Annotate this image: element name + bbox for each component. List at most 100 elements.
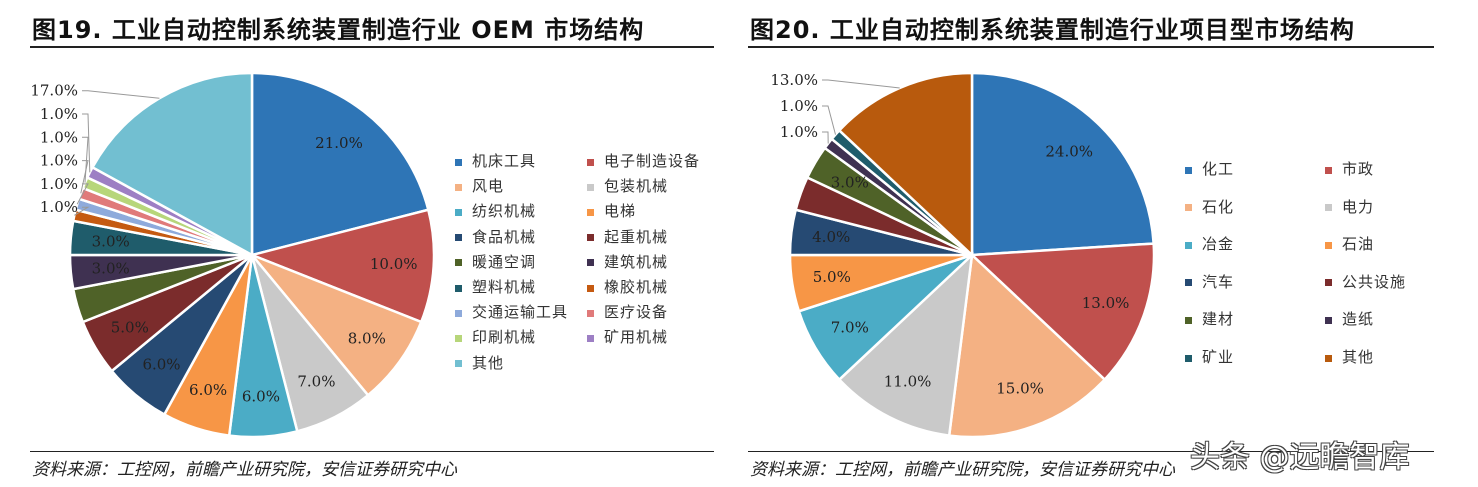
- legend-swatch: [587, 234, 594, 242]
- pie-slice: [251, 253, 423, 397]
- leader-line: [822, 105, 836, 135]
- data-label: 1.0%: [40, 152, 78, 170]
- legend-swatch: [1185, 354, 1192, 362]
- legend-swatch: [587, 183, 594, 191]
- legend-label: 机床工具: [472, 152, 537, 170]
- legend-swatch: [1325, 166, 1332, 174]
- data-label: 6.0%: [242, 388, 280, 406]
- legend-swatch: [455, 183, 462, 191]
- legend-entry: 石化: [1185, 196, 1234, 217]
- legend-label: 建材: [1202, 310, 1235, 329]
- leader-line: [74, 206, 90, 216]
- legend-label: 市政: [1342, 160, 1375, 178]
- legend-label: 石油: [1342, 235, 1375, 254]
- legend-entry: 电力: [1325, 196, 1374, 217]
- leader-line: [82, 113, 91, 173]
- legend-entry: 市政: [1325, 158, 1374, 179]
- legend-label: 矿业: [1202, 348, 1235, 366]
- legend-swatch: [587, 208, 594, 216]
- legend-entry: 建材: [1185, 308, 1234, 329]
- legend-swatch: [455, 259, 462, 267]
- legend-entry: 交通运输工具: [455, 301, 568, 322]
- legend-entry: 石油: [1325, 233, 1374, 254]
- legend-entry: 建筑机械: [587, 251, 668, 272]
- legend-entry: 汽车: [1185, 271, 1234, 292]
- legend-entry: 其他: [455, 352, 504, 373]
- legend-label: 风电: [472, 177, 505, 196]
- data-label: 1.0%: [40, 198, 78, 216]
- legend-label: 印刷机械: [472, 328, 537, 347]
- data-label: 1.0%: [40, 105, 78, 123]
- leader-line: [822, 131, 829, 144]
- legend-swatch: [1185, 166, 1192, 174]
- data-label: 7.0%: [297, 373, 335, 391]
- legend-swatch: [1185, 241, 1192, 249]
- legend-swatch: [1325, 204, 1332, 212]
- data-label: 11.0%: [884, 373, 932, 391]
- source-rule: [30, 451, 714, 452]
- legend-swatch: [455, 284, 462, 292]
- pie-slice: [247, 208, 436, 324]
- data-label: 13.0%: [1082, 294, 1130, 312]
- legend-label: 矿用机械: [604, 328, 669, 347]
- watermark-text: 头条 @远瞻智库: [1190, 440, 1410, 475]
- legend-swatch: [1325, 354, 1332, 362]
- legend-entry: 化工: [1185, 158, 1234, 179]
- legend-entry: 印刷机械: [455, 326, 536, 347]
- legend-label: 化工: [1202, 160, 1235, 178]
- data-label: 1.0%: [780, 123, 818, 141]
- data-label: 1.0%: [40, 175, 78, 193]
- data-label: 24.0%: [1045, 143, 1093, 161]
- legend-label: 造纸: [1342, 310, 1375, 329]
- legend-label: 建筑机械: [604, 252, 669, 271]
- data-label: 10.0%: [370, 255, 418, 273]
- pie-chart-project: 24.0% 13.0% 15.0% 11.0% 7.0% 5.0% 4.0% 3.0% 1.0%…: [770, 71, 1156, 439]
- legend-entry: 食品机械: [455, 226, 536, 247]
- legend-swatch: [455, 208, 462, 216]
- title-rule: [748, 46, 1434, 48]
- legend-label: 暖通空调: [472, 252, 537, 271]
- legend-entry: 电子制造设备: [587, 150, 700, 171]
- legend-entry: 公共设施: [1325, 271, 1406, 292]
- legend-entry: 电梯: [587, 200, 636, 221]
- legend-label: 其他: [1342, 348, 1375, 366]
- legend-label: 电力: [1342, 197, 1375, 216]
- legend-entry: 矿业: [1185, 346, 1234, 367]
- legend-swatch: [1325, 316, 1332, 324]
- leader-line: [80, 160, 89, 194]
- data-label: 3.0%: [831, 174, 869, 192]
- legend-swatch: [587, 259, 594, 267]
- legend-swatch: [1185, 279, 1192, 287]
- chart-title: 图19. 工业自动控制系统装置制造行业 OEM 市场结构: [32, 16, 645, 44]
- legend-label: 纺织机械: [472, 202, 537, 221]
- data-label: 3.0%: [92, 259, 130, 277]
- legend-entry: 起重机械: [587, 226, 668, 247]
- legend-label: 冶金: [1202, 235, 1235, 254]
- legend-entry: 塑料机械: [455, 276, 536, 297]
- chart-title: 图20. 工业自动控制系统装置制造行业项目型市场结构: [750, 16, 1355, 44]
- leader-line: [82, 136, 89, 183]
- legend-entry: 其他: [1325, 346, 1374, 367]
- legend-entry: 暖通空调: [455, 251, 536, 272]
- legend-label: 医疗设备: [604, 303, 669, 322]
- legend-entry: 风电: [455, 175, 504, 196]
- pie-slice: [250, 71, 430, 257]
- pie-slice: [837, 251, 974, 437]
- leader-line: [76, 183, 89, 205]
- legend-label: 食品机械: [472, 227, 537, 246]
- source-note: 资料来源：工控网，前瞻产业研究院，安信证券研究中心: [750, 460, 1175, 480]
- pie-slice: [969, 242, 1156, 382]
- data-label: 15.0%: [996, 380, 1044, 398]
- data-label: 1.0%: [780, 97, 818, 115]
- legend-swatch: [1325, 279, 1332, 287]
- legend-label: 公共设施: [1342, 272, 1407, 291]
- legend-swatch: [1185, 204, 1192, 212]
- legend-label: 汽车: [1202, 272, 1235, 291]
- legend-entry: 冶金: [1185, 233, 1234, 254]
- pie-slice: [970, 71, 1155, 257]
- legend-entry: 机床工具: [455, 150, 536, 171]
- data-label: 17.0%: [30, 82, 78, 100]
- legend-swatch: [587, 158, 594, 166]
- legend-swatch: [455, 158, 462, 166]
- legend-swatch: [1325, 241, 1332, 249]
